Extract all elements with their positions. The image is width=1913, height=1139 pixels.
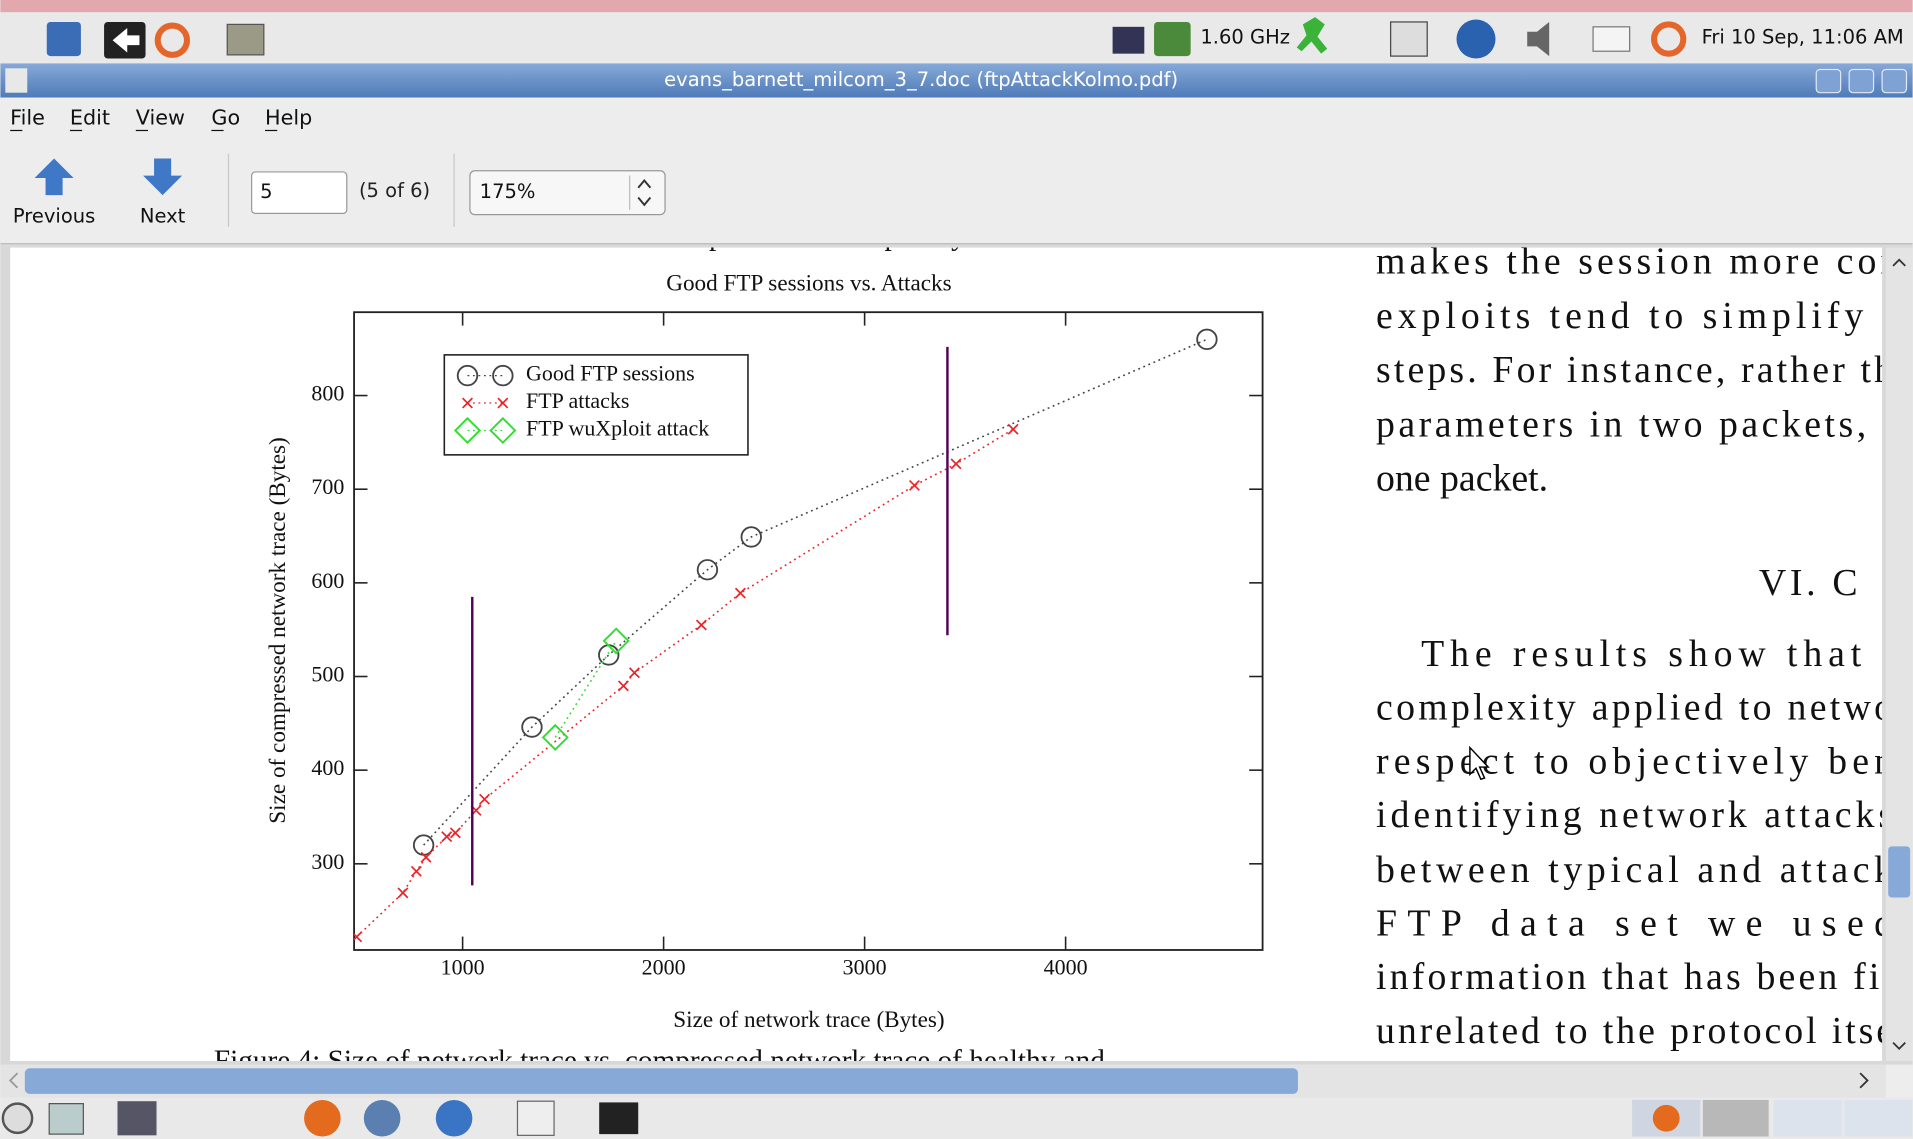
y-tick-label: 800 [311, 381, 344, 406]
signal-icon [1113, 27, 1145, 54]
menu-item[interactable]: Edit [70, 105, 110, 129]
menu-item[interactable]: Help [265, 105, 312, 129]
firefox-icon[interactable] [304, 1100, 341, 1137]
terminal-icon[interactable] [599, 1102, 638, 1134]
mail-icon[interactable] [1593, 27, 1630, 51]
menu-item[interactable]: Go [211, 105, 240, 129]
clock[interactable]: Fri 10 Sep, 11:06 AM [1702, 25, 1904, 48]
panel-stripe [0, 0, 1912, 12]
kde-icon[interactable] [436, 1100, 473, 1137]
next-button[interactable]: Next [140, 205, 186, 228]
task-viewer[interactable] [1703, 1100, 1769, 1137]
legend-label: Good FTP sessions [526, 361, 695, 386]
menu-item[interactable]: View [136, 105, 185, 129]
app-menu-icon[interactable] [47, 22, 81, 56]
body-text-line: exploits tend to simplify t [1376, 295, 1894, 337]
cpu-icon [1154, 22, 1191, 56]
vertical-scroll-thumb[interactable] [1888, 846, 1910, 897]
maximize-button[interactable] [1849, 70, 1873, 93]
page-count: (5 of 6) [359, 179, 430, 202]
page: {"top_panel": {"cpu": "1.60 GHz", "clock… [0, 0, 1913, 1139]
lock-icon[interactable] [117, 1101, 156, 1135]
bottom-panel [0, 1098, 1912, 1139]
power-icon[interactable] [3, 1104, 32, 1133]
clipboard-icon[interactable] [1391, 22, 1428, 56]
y-tick-label: 600 [311, 568, 344, 593]
accessibility-icon[interactable] [1456, 20, 1495, 59]
desktop-icon[interactable] [49, 1104, 83, 1134]
y-tick-label: 500 [311, 662, 344, 687]
y-tick-label: 300 [311, 849, 344, 874]
y-tick-label: 700 [311, 474, 344, 499]
horizontal-scroll-thumb[interactable] [25, 1068, 1298, 1094]
thunderbird-icon[interactable] [364, 1100, 401, 1137]
previous-button[interactable]: Previous [13, 205, 95, 228]
x-tick-label: 1000 [441, 955, 485, 980]
screen: 1.60 GHz Fri 10 Sep, 11:06 AM evans_barn… [0, 0, 1913, 1139]
close-button[interactable] [1882, 70, 1906, 93]
window-icon[interactable] [5, 68, 27, 92]
body-text-line: complexity applied to netwo [1376, 687, 1893, 729]
task-firefox-icon [1653, 1105, 1680, 1132]
page-input-value: 5 [260, 180, 272, 203]
zoom-value: 175% [480, 180, 536, 203]
menu-item[interactable]: File [10, 105, 45, 129]
x-axis-label: Size of network trace (Bytes) [673, 1007, 944, 1033]
notes-icon[interactable] [517, 1101, 554, 1135]
x-tick-label: 2000 [642, 955, 686, 980]
workspace-2[interactable] [1844, 1100, 1912, 1137]
figure-title: Good FTP sessions vs. Attacks [666, 271, 951, 297]
y-tick-label: 400 [311, 755, 344, 780]
y-axis-label: Size of compressed network trace (Bytes) [265, 437, 291, 823]
vertical-scrollbar[interactable] [1886, 248, 1913, 1061]
section-heading: VI. C [1759, 562, 1861, 604]
legend-label: FTP wuXploit attack [526, 416, 709, 441]
x-tick-label: 4000 [1044, 955, 1088, 980]
legend-label: FTP attacks [526, 388, 629, 413]
body-text-line: one packet. [1376, 457, 1548, 499]
workspace-1[interactable] [1774, 1100, 1842, 1137]
minimize-button[interactable] [1816, 70, 1840, 93]
x-tick-label: 3000 [843, 955, 887, 980]
window-title: evans_barnett_milcom_3_7.doc (ftpAttackK… [664, 68, 1178, 91]
cpu-frequency: 1.60 GHz [1200, 25, 1290, 48]
body-text-line: steps. For instance, rather th [1376, 349, 1893, 391]
body-text-line: between typical and attack [1376, 849, 1893, 891]
folder-icon[interactable] [227, 24, 264, 54]
